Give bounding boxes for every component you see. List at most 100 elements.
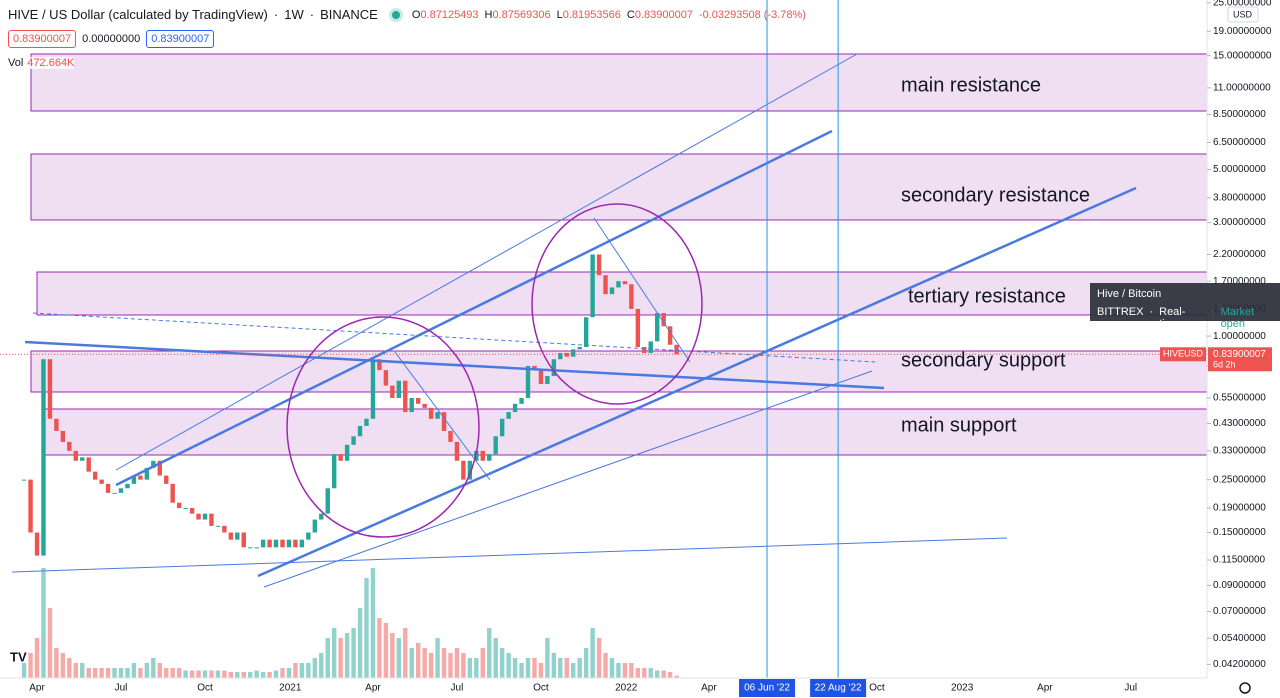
volume-bar [441,648,447,678]
volume-bar [642,668,647,678]
last-price-label: 0.83900007 [1213,349,1266,360]
volume-bar [189,670,195,678]
volume-bar [286,668,292,678]
price-axis [1207,0,1280,678]
currency-select[interactable] [1227,6,1259,23]
tv-logo: TV [10,649,27,664]
volume-bar [280,668,285,678]
candle [273,539,279,548]
header: HIVE / US Dollar (calculated by TradingV… [8,7,806,22]
candle [176,502,182,509]
volume-bar [435,638,440,678]
candle [338,454,343,461]
candle [312,519,318,533]
volume-bar [196,670,201,678]
candle [99,479,104,484]
y-tick-label: 11.00000000 [1213,82,1271,93]
candle [422,403,427,408]
candle [344,444,350,461]
volume-legend: Vol 472.664K [8,57,75,69]
trend-line [115,53,858,471]
candle [441,412,447,431]
candle [467,460,473,480]
buy-button[interactable]: 0.83900007 [146,30,215,48]
candle [228,532,234,540]
volume-bar [299,663,305,678]
y-tick-label: 3.00000000 [1213,217,1266,228]
volume-bar [222,670,227,678]
volume-bar [273,670,279,678]
trend-line [394,351,491,481]
volume-bar [86,668,91,678]
volume-bar [403,628,408,678]
time-axis [0,678,1280,698]
volume-bar [248,672,253,678]
candle [390,385,395,399]
candle [551,359,557,377]
volume-bar [564,658,569,678]
volume-bar [235,672,240,678]
volume-bar [603,653,608,678]
volume-bar [674,675,679,678]
volume-bar [67,658,72,678]
trend-line [257,186,1137,578]
volume-bar [209,670,214,678]
volume-bar [99,668,104,678]
y-tick-label: 0.07000000 [1213,606,1266,617]
volume-bar [428,653,434,678]
zone-label: main resistance [901,74,1041,96]
y-tick-label: 0.09000000 [1213,580,1266,591]
volume-bar [47,608,53,678]
candle [454,441,460,461]
candle [209,513,214,526]
volume-bar [293,663,298,678]
date-marker-box [810,679,867,697]
candle [525,365,531,399]
axes: 25.00000000 19.00000000 15.00000000 11.0000… [29,0,1272,697]
candle [331,454,337,489]
candle [616,281,621,288]
trend-line [263,370,873,588]
candle [538,370,544,384]
volume-bar [467,658,473,678]
volume-bar [474,658,479,678]
candle [383,370,389,386]
buttons: 0.83900007 0.00000000 0.83900007 [8,30,215,48]
candle [260,539,266,548]
y-tick-label: 19.00000000 [1213,26,1272,37]
ohlc-item: L0.81953566 [557,9,621,21]
candle [28,479,33,533]
candle [635,308,641,348]
candle [306,532,311,540]
volume-bar [532,658,537,678]
volume-bar [151,658,156,678]
candle [151,460,156,468]
candle [293,539,298,548]
candle [629,284,634,309]
settings-icon[interactable] [1239,682,1251,694]
volume-bar [629,663,634,678]
candle [248,547,253,549]
sell-button[interactable]: 0.83900007 [8,30,77,48]
volume-bar [319,653,324,678]
candle [571,349,576,357]
volume-bar [80,663,85,678]
candle [112,492,117,494]
candle [545,376,550,384]
volume-bar [157,663,162,678]
volume-bar [590,628,595,678]
candle [325,488,330,514]
ohlc-value: 0.83900007 [634,8,693,21]
date-marker-box [739,679,796,697]
candle [222,525,227,533]
volume-bar [487,628,492,678]
candle [196,513,201,520]
tooltip-row: BITTREX · Real-time · Market open [1097,306,1280,330]
x-tick-label: Apr [1037,683,1053,694]
volume-bar [583,648,589,678]
volume-bar [415,643,421,678]
candle [254,547,259,549]
candle [267,539,272,548]
